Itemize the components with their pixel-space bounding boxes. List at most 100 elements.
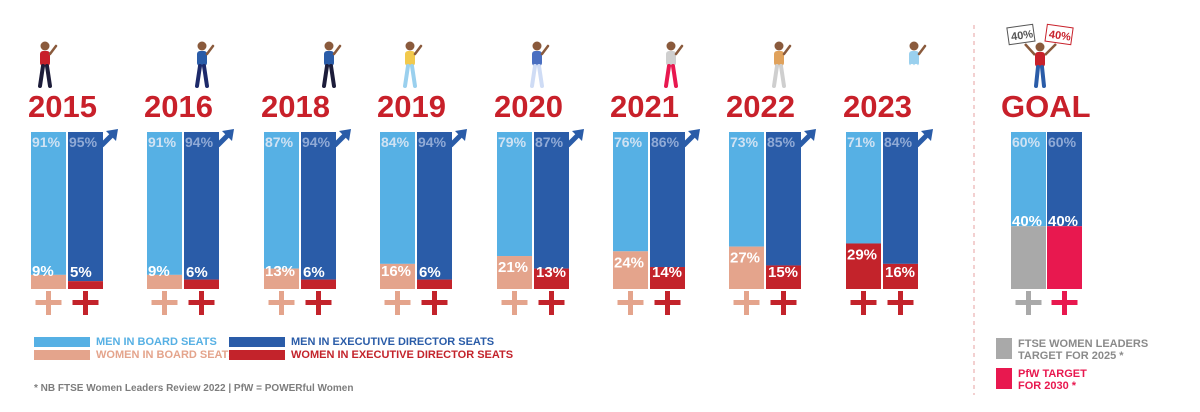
figure-7-body [909, 51, 919, 66]
bar-women-board-2015 [31, 274, 66, 289]
figure-2-leg-right [329, 64, 336, 88]
figure-0-head [40, 41, 50, 51]
figure-6-leg-left [772, 64, 779, 88]
figures-layer: 40% 40% [38, 23, 1074, 88]
goal-sign-right-text: 40% [1048, 29, 1072, 44]
bar-men-exec-2022 [766, 132, 801, 266]
bar-men-exec-2015 [68, 132, 103, 282]
year-label-2022: 2022 [726, 89, 795, 124]
legend-swatch-men-board [34, 337, 90, 347]
bar-women-exec-2016 [184, 279, 219, 289]
arrow-2023-head [921, 129, 933, 141]
goal-sign-right-board [1044, 23, 1074, 46]
label-women-board-2018: 13% [265, 263, 295, 280]
figure-1-head [197, 41, 207, 51]
legend-swatch-women-board [34, 350, 90, 360]
bar-men-board-2023 [846, 132, 881, 244]
figure-7-arm [917, 44, 927, 56]
bar-women-board-2021 [613, 251, 648, 289]
legend-swatch-ftse-target [996, 338, 1012, 359]
label-men-exec-2015: 95% [69, 134, 98, 150]
label-women-board-2022: 27% [730, 250, 760, 267]
year-label-2016: 2016 [144, 89, 213, 124]
label-women-exec-2016: 6% [186, 264, 208, 281]
symbol-board-2021-bar [617, 300, 644, 305]
bar-women-exec-2018 [301, 279, 336, 289]
goal-figure-arm-left [1024, 43, 1036, 56]
symbol-board-2018-bar [268, 300, 295, 305]
goal-label-women-exec: 40% [1048, 213, 1078, 230]
figure-5-leg-left [664, 64, 671, 88]
figure-0-body [40, 51, 50, 66]
arrow-2023 [914, 129, 933, 148]
goal-figure-head [1035, 42, 1045, 52]
bar-men-board-2015 [31, 132, 66, 275]
figure-0-leg-left [38, 64, 45, 88]
figure-6-arm [782, 44, 792, 56]
goal-label-women-board: 40% [1012, 213, 1042, 230]
figure-6-body [774, 51, 784, 66]
label-women-exec-2015: 5% [70, 264, 92, 281]
symbol-exec-2023 [887, 291, 914, 315]
symbol-board-2015 [35, 291, 62, 315]
symbol-exec-2020-bar [538, 300, 565, 305]
bar-men-exec-2021 [650, 132, 685, 268]
symbol-exec-2019 [421, 291, 448, 315]
goal-figure: 40% 40% [1006, 23, 1074, 88]
arrow-2022 [797, 129, 816, 148]
label-women-board-2020: 21% [498, 259, 528, 276]
year-label-2015: 2015 [28, 89, 97, 124]
figure-1-arm [205, 44, 215, 56]
figure-3-head [405, 41, 415, 51]
goal-sign-left-board [1006, 23, 1036, 46]
legend-label-men-board: MEN IN BOARD SEATS [96, 336, 217, 348]
year-label-2020: 2020 [494, 89, 563, 124]
label-men-board-2020: 79% [498, 134, 527, 150]
arrow-2022-head [804, 129, 816, 141]
symbol-exec-2016 [188, 291, 215, 315]
arrow-2019-head [455, 129, 467, 141]
figure-2-body [324, 51, 334, 66]
bar-women-exec-2019 [417, 279, 452, 289]
arrow-2015 [99, 129, 118, 148]
label-men-board-2023: 71% [847, 134, 876, 150]
symbol-board-2023 [850, 291, 877, 315]
bar-women-board-2016 [147, 274, 182, 289]
bar-men-exec-2018 [301, 132, 336, 280]
symbol-board-2020 [501, 291, 528, 315]
goal-symbol-exec [1051, 291, 1078, 315]
figure-3 [403, 41, 423, 88]
arrow-2018 [332, 129, 351, 148]
figure-4 [530, 41, 550, 88]
goal-bar-men-board [1011, 132, 1046, 227]
year-label-2018: 2018 [261, 89, 330, 124]
goal-figure-arm-right [1044, 43, 1057, 56]
symbol-board-2019 [384, 291, 411, 315]
footnote: * NB FTSE Women Leaders Review 2022 | Pf… [34, 383, 354, 394]
label-men-exec-2023: 84% [884, 134, 913, 150]
figure-1-leg-left [195, 64, 202, 88]
legend-swatch-men-exec [229, 337, 285, 347]
legend-ftse-line2: TARGET FOR 2025 * [1018, 350, 1124, 362]
figure-3-arm [413, 44, 423, 56]
arrow-2015-head [106, 129, 118, 141]
bar-women-exec-2020 [534, 268, 569, 289]
figure-1 [195, 41, 215, 88]
bar-women-exec-2022 [766, 265, 801, 289]
legend-ftse-line1: FTSE WOMEN LEADERS [1018, 338, 1149, 350]
group-2020: 2020 79% 87% 21% 13% [494, 89, 584, 315]
label-men-exec-2019: 94% [418, 134, 447, 150]
label-women-exec-2019: 6% [419, 264, 441, 281]
symbol-exec-2020 [538, 291, 565, 315]
goal-bar-women-board [1011, 226, 1046, 289]
label-men-exec-2018: 94% [302, 134, 331, 150]
figure-6-head [774, 41, 784, 51]
figure-4-arm [540, 44, 550, 56]
arrow-2020 [565, 129, 584, 148]
symbol-exec-2023-bar [887, 300, 914, 305]
figure-5-body [666, 51, 676, 66]
legend-swatch-women-exec [229, 350, 285, 360]
figure-4-body [532, 51, 542, 66]
goal-bar-women-exec [1047, 226, 1082, 289]
